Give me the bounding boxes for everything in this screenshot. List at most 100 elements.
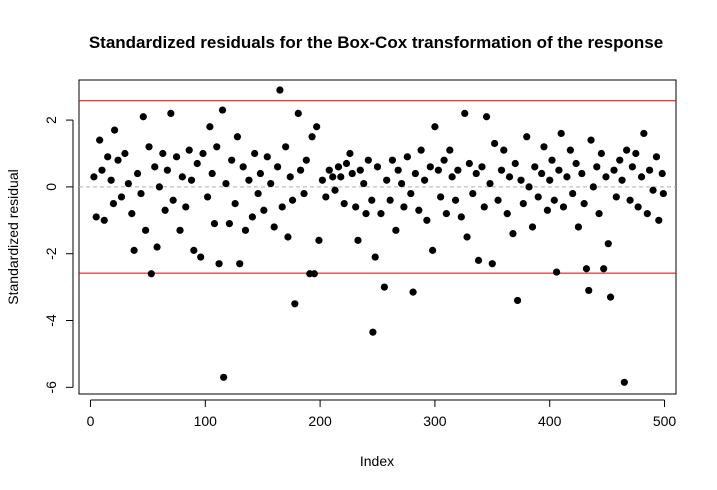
x-axis-label: Index xyxy=(360,453,394,469)
data-point xyxy=(182,203,190,211)
data-point xyxy=(383,176,391,184)
data-point xyxy=(658,169,666,178)
data-point xyxy=(434,166,442,174)
data-point xyxy=(322,193,330,201)
data-point xyxy=(185,146,193,154)
data-point xyxy=(602,173,610,181)
data-point xyxy=(155,183,163,191)
data-point xyxy=(442,210,450,218)
data-point xyxy=(593,163,601,171)
data-point xyxy=(371,253,379,261)
data-point xyxy=(417,146,425,154)
data-point xyxy=(386,196,394,204)
data-point xyxy=(569,189,577,198)
data-point xyxy=(400,203,408,211)
data-point xyxy=(509,230,517,238)
data-point xyxy=(90,173,98,181)
data-point xyxy=(161,206,169,214)
data-point xyxy=(274,163,282,171)
data-point xyxy=(213,143,221,151)
data-point xyxy=(398,179,406,188)
data-point xyxy=(491,139,499,148)
data-point xyxy=(153,243,161,251)
data-point xyxy=(276,86,284,94)
data-point xyxy=(478,163,486,171)
data-point xyxy=(124,179,132,188)
data-point xyxy=(626,196,634,204)
data-point xyxy=(139,113,147,121)
data-point xyxy=(550,196,558,204)
data-point xyxy=(517,176,525,184)
data-point xyxy=(114,156,122,164)
y-tick-label: -4 xyxy=(43,314,59,327)
data-point xyxy=(313,123,321,131)
data-point xyxy=(215,260,223,268)
data-point xyxy=(294,109,302,118)
data-point xyxy=(488,260,496,268)
data-point xyxy=(315,236,323,244)
data-point xyxy=(360,179,368,188)
plot-frame xyxy=(78,79,677,395)
data-point xyxy=(548,156,556,164)
data-point xyxy=(645,166,654,174)
data-point xyxy=(448,173,456,181)
data-point xyxy=(334,163,343,171)
data-point xyxy=(210,220,219,228)
data-point xyxy=(563,173,571,181)
data-point xyxy=(528,223,537,231)
data-point xyxy=(587,136,595,144)
data-point xyxy=(278,203,286,211)
data-points xyxy=(90,86,667,386)
y-tick-label: -6 xyxy=(43,381,59,394)
data-point xyxy=(141,226,150,234)
data-point xyxy=(572,159,580,168)
data-point xyxy=(167,109,175,118)
data-point xyxy=(511,159,519,168)
data-point xyxy=(291,300,299,308)
data-point xyxy=(248,213,256,221)
data-point xyxy=(505,173,514,181)
data-point xyxy=(178,173,186,181)
data-point xyxy=(606,293,615,301)
data-point xyxy=(254,189,262,198)
data-point xyxy=(137,189,145,198)
data-point xyxy=(288,196,297,204)
data-point xyxy=(486,179,494,188)
data-point xyxy=(543,206,552,214)
data-point xyxy=(342,159,351,168)
data-point xyxy=(220,373,228,381)
data-point xyxy=(451,196,460,204)
data-point xyxy=(231,199,239,208)
data-point xyxy=(538,169,546,178)
data-point xyxy=(100,216,108,224)
data-point xyxy=(377,210,385,218)
data-point xyxy=(145,143,153,151)
data-point xyxy=(169,196,177,204)
data-point xyxy=(423,216,431,224)
data-point xyxy=(337,173,345,181)
x-tick-label: 400 xyxy=(538,413,562,429)
data-point xyxy=(643,210,651,218)
data-point xyxy=(546,176,554,184)
data-point xyxy=(163,166,172,174)
data-point xyxy=(409,288,417,296)
data-point xyxy=(222,179,230,188)
data-point xyxy=(649,186,657,194)
data-point xyxy=(503,210,511,218)
data-point xyxy=(559,203,568,211)
data-point xyxy=(426,163,434,171)
x-tick-label: 0 xyxy=(87,413,95,429)
data-point xyxy=(482,113,491,121)
x-tick-label: 500 xyxy=(653,413,677,429)
data-point xyxy=(500,146,508,154)
data-point xyxy=(392,226,400,234)
data-point xyxy=(457,213,465,221)
data-point xyxy=(308,133,316,141)
data-point xyxy=(348,169,356,178)
reference-lines xyxy=(79,100,676,274)
x-axis: 0 100 200 300 400 500 xyxy=(87,399,677,429)
data-point xyxy=(632,149,640,158)
data-point xyxy=(98,166,106,174)
data-point xyxy=(172,153,181,161)
data-point xyxy=(236,260,244,268)
